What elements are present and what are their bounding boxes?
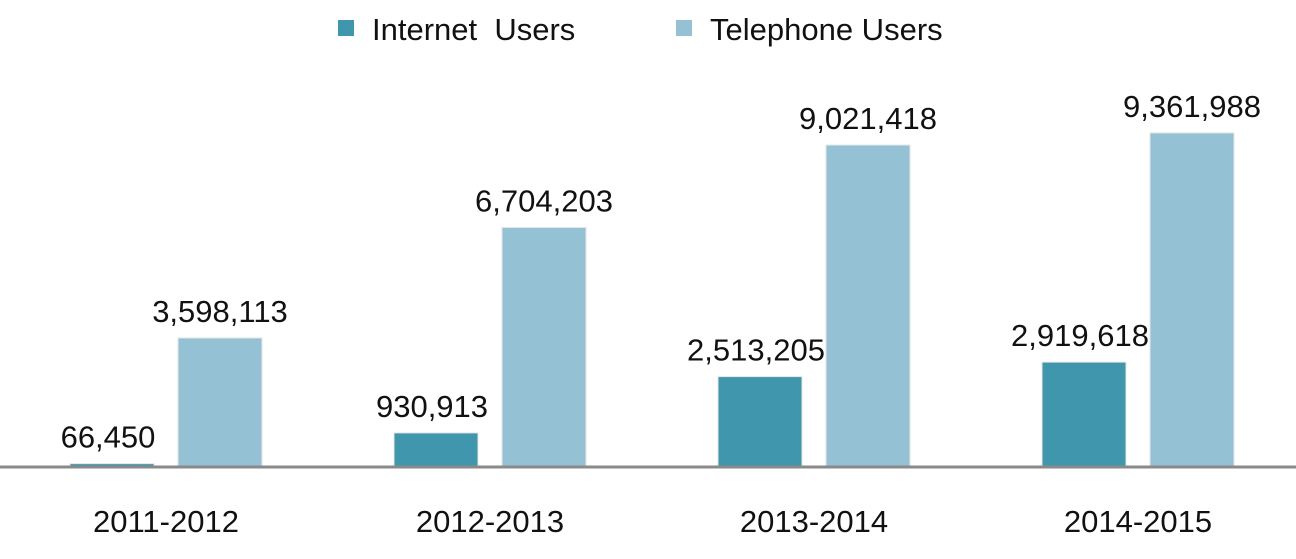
x-tick-label: 2012-2013 (416, 504, 564, 539)
internet-users-data-label: 2,513,205 (687, 333, 825, 368)
legend-swatch (676, 20, 692, 36)
internet-users-bar (1041, 361, 1127, 467)
legend-label: Telephone Users (710, 12, 943, 47)
internet-users-data-label: 2,919,618 (1011, 318, 1149, 353)
internet-users-bar (717, 376, 803, 467)
internet-users-data-label: 66,450 (61, 420, 156, 455)
telephone-users-bar (177, 337, 263, 467)
x-tick-label: 2011-2012 (93, 504, 239, 539)
telephone-users-data-label: 6,704,203 (475, 183, 613, 218)
x-tick-label: 2014-2015 (1064, 504, 1212, 539)
bars: 66,450 3,598,113 930,913 6,704,203 2,513,205… (61, 89, 1261, 467)
telephone-users-data-label: 3,598,113 (152, 294, 288, 329)
legend-swatch (338, 20, 354, 36)
telephone-users-bar (825, 144, 911, 467)
telephone-users-bar (1149, 132, 1235, 467)
telephone-users-data-label: 9,021,418 (799, 101, 937, 136)
x-tick-label: 2013-2014 (740, 504, 888, 539)
internet-users-data-label: 930,913 (376, 389, 488, 424)
legend: Internet Users Telephone Users (338, 12, 943, 47)
internet-users-bar (393, 432, 479, 467)
x-tick-labels: 2011-2012 2012-2013 2013-2014 2014-2015 (93, 504, 1212, 539)
telephone-users-data-label: 9,361,988 (1123, 89, 1261, 124)
legend-label: Internet Users (372, 12, 575, 47)
telephone-users-bar (501, 226, 587, 467)
